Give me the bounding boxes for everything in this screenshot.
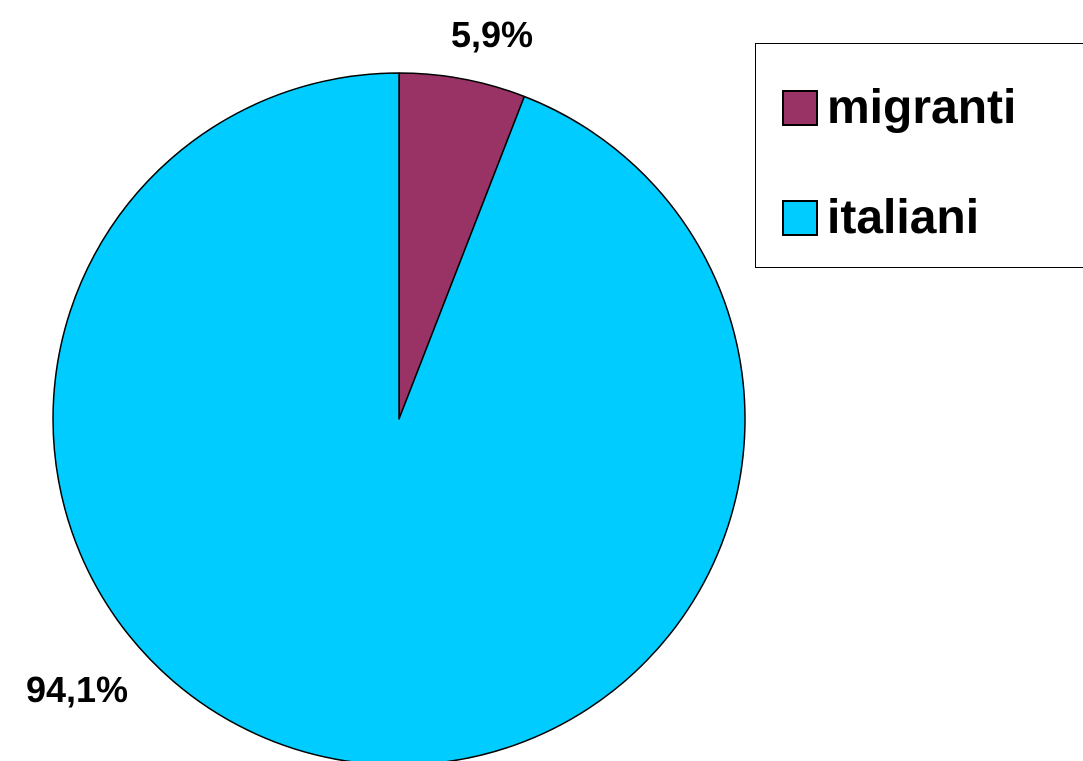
legend-swatch-migranti (782, 90, 818, 126)
chart-legend: migranti italiani (755, 43, 1083, 268)
data-label-migranti: 5,9% (451, 14, 533, 55)
legend-item-migranti: migranti (782, 84, 1016, 132)
data-label-italiani: 94,1% (26, 669, 128, 710)
legend-item-italiani: italiani (782, 194, 979, 242)
pie-slice-italiani (52, 72, 746, 761)
pie-slice-migranti (398, 72, 526, 420)
legend-swatch-italiani (782, 200, 818, 236)
legend-label-italiani: italiani (827, 191, 980, 244)
legend-label-migranti: migranti (827, 81, 1017, 134)
